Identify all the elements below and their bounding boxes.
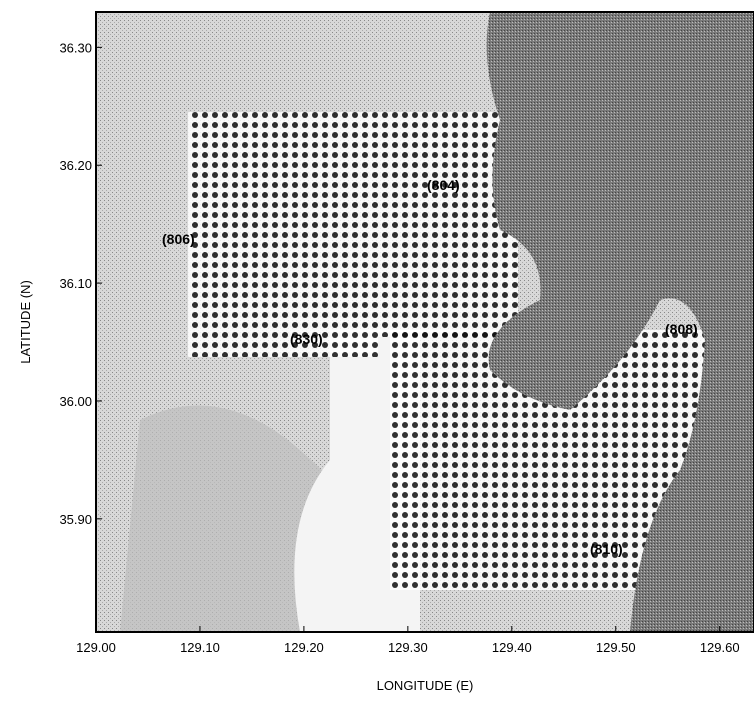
x-axis-label: LONGITUDE (E) [377,678,474,693]
x-tick-label: 129.20 [284,640,324,655]
land [486,12,754,632]
x-tick-label: 129.60 [700,640,740,655]
station-label: (806) [162,231,195,247]
y-axis-label: LATITUDE (N) [18,280,33,364]
y-tick-label: 35.90 [59,512,92,527]
station-label: (808) [665,321,698,337]
x-tick-label: 129.30 [388,640,428,655]
sampling-grid [188,112,378,357]
frame [95,11,754,633]
shade [294,330,420,632]
x-tick-label: 129.00 [76,640,116,655]
y-tick-label: 36.30 [59,40,92,55]
x-tick-label: 129.50 [596,640,636,655]
y-tick-label: 36.00 [59,394,92,409]
station-label: (810) [590,541,623,557]
y-tick-label: 36.20 [59,158,92,173]
y-tick-label: 36.10 [59,276,92,291]
station-label: (804) [427,177,460,193]
x-tick-label: 129.10 [180,640,220,655]
x-tick-label: 129.40 [492,640,532,655]
station-label: (830) [290,331,323,347]
map-area [95,11,754,633]
